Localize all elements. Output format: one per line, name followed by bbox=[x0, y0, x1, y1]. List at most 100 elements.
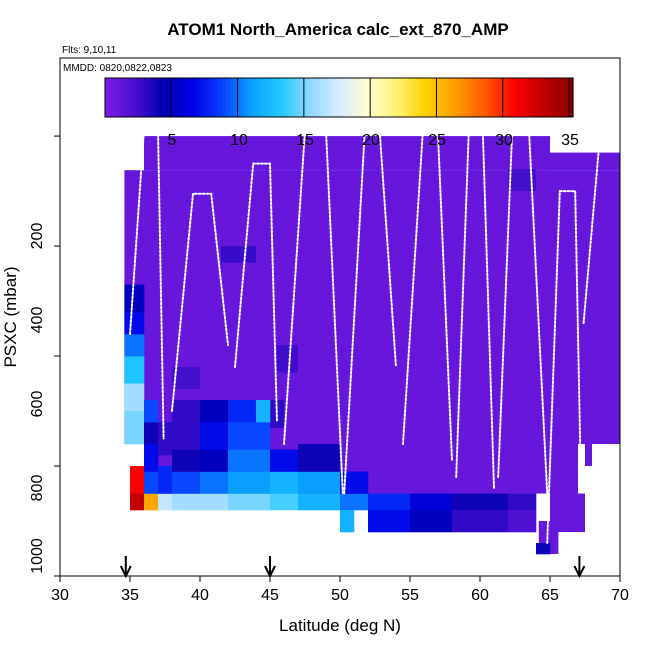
colorbar-segment bbox=[108, 78, 114, 117]
colorbar-segment bbox=[366, 78, 371, 117]
colorbar-segment bbox=[553, 78, 558, 117]
colorbar-segment bbox=[331, 78, 336, 117]
colorbar-segment bbox=[128, 78, 133, 117]
colorbar-segment bbox=[545, 78, 551, 117]
heatmap-cell bbox=[172, 493, 201, 511]
colorbar-segment bbox=[428, 78, 434, 117]
colorbar-segment bbox=[518, 78, 523, 117]
colorbar-tick-label: 35 bbox=[561, 132, 579, 149]
y-tick-marks bbox=[54, 135, 60, 577]
colorbar-segment bbox=[463, 78, 469, 117]
heatmap-cell bbox=[277, 345, 298, 373]
flight-profile-line bbox=[402, 134, 453, 462]
heatmap-cell bbox=[508, 493, 537, 511]
colorbar-segment bbox=[491, 78, 496, 117]
colorbar-segment bbox=[342, 78, 348, 117]
colorbar-segment bbox=[522, 78, 527, 117]
heatmap-cell bbox=[228, 493, 271, 511]
colorbar-segment bbox=[186, 78, 192, 117]
colorbar-segment bbox=[432, 78, 438, 117]
heatmap-cell bbox=[172, 422, 201, 450]
colorbar-tick-label: 25 bbox=[428, 132, 446, 149]
heatmap-cell bbox=[368, 510, 411, 533]
background-cell bbox=[382, 152, 620, 171]
colorbar-segment bbox=[206, 78, 211, 117]
colorbar-tick-label: 5 bbox=[168, 132, 177, 149]
x-tick-label: 50 bbox=[331, 587, 349, 604]
colorbar-segment bbox=[397, 78, 402, 117]
colorbar-segment bbox=[335, 78, 340, 117]
heatmap-cell bbox=[172, 367, 200, 390]
colorbar-segment bbox=[284, 78, 289, 117]
colorbar-segment bbox=[510, 78, 516, 117]
heatmap-cell bbox=[340, 493, 369, 511]
colorbar-segment bbox=[467, 78, 473, 117]
colorbar-tick-lines bbox=[170, 78, 570, 117]
colorbar-segment bbox=[144, 78, 149, 117]
colorbar-segment bbox=[444, 78, 449, 117]
heatmap-cell bbox=[368, 493, 411, 511]
colorbar-segment bbox=[370, 78, 375, 117]
colorbar-gradient bbox=[105, 78, 574, 117]
colorbar-segment bbox=[459, 78, 465, 117]
heatmap-cell bbox=[228, 449, 271, 472]
colorbar-segment bbox=[315, 78, 321, 117]
x-tick-label: 30 bbox=[51, 587, 69, 604]
colorbar-segment bbox=[537, 78, 543, 117]
colorbar-segment bbox=[549, 78, 555, 117]
colorbar-segment bbox=[116, 78, 122, 117]
colorbar-segment bbox=[506, 78, 512, 117]
colorbar-segment bbox=[190, 78, 196, 117]
colorbar-segment bbox=[257, 78, 262, 117]
heatmap-cell bbox=[144, 400, 159, 423]
colorbar-segment bbox=[307, 78, 313, 117]
colorbar-segment bbox=[483, 78, 488, 117]
colorbar-segment bbox=[272, 78, 278, 117]
heatmap-cell bbox=[228, 471, 271, 494]
flight-profile-line bbox=[343, 123, 397, 495]
colorbar-segment bbox=[202, 78, 207, 117]
y-axis: 200 400 600 800 1000 PSXC (mbar) bbox=[1, 135, 60, 577]
colorbar-segment bbox=[471, 78, 477, 117]
heatmap-cell bbox=[298, 471, 341, 494]
colorbar-segment bbox=[440, 78, 445, 117]
colorbar-tick-label: 30 bbox=[495, 132, 513, 149]
colorbar-segment bbox=[385, 78, 391, 117]
colorbar-segment bbox=[534, 78, 539, 117]
colorbar-segment bbox=[120, 78, 126, 117]
colorbar-segment bbox=[452, 78, 457, 117]
colorbar-segment bbox=[358, 78, 363, 117]
heatmap-cell bbox=[144, 444, 159, 472]
heatmap-cell bbox=[124, 383, 145, 412]
colorbar-segment bbox=[124, 78, 129, 117]
colorbar-segment bbox=[225, 78, 231, 117]
heatmap-cell bbox=[270, 471, 299, 494]
x-tick-label: 40 bbox=[191, 587, 209, 604]
colorbar-segment bbox=[140, 78, 145, 117]
colorbar-segment bbox=[420, 78, 426, 117]
colorbar-segment bbox=[530, 78, 535, 117]
flight-profile-line bbox=[455, 129, 495, 489]
heatmap-cell bbox=[536, 543, 551, 555]
heatmap-cells bbox=[124, 136, 621, 555]
colorbar-segment bbox=[179, 78, 184, 117]
colorbar-segment bbox=[557, 78, 562, 117]
flight-profile-line bbox=[283, 129, 344, 495]
colorbar-segment bbox=[198, 78, 204, 117]
colorbar-segment bbox=[479, 78, 484, 117]
flight-profile-line bbox=[497, 129, 549, 495]
colorbar-segment bbox=[319, 78, 324, 117]
colorbar-segment bbox=[264, 78, 270, 117]
colorbar-segment bbox=[159, 78, 165, 117]
colorbar-segment bbox=[569, 78, 574, 117]
colorbar-segment bbox=[311, 78, 317, 117]
colorbar-segment bbox=[495, 78, 500, 117]
heatmap-cell bbox=[158, 466, 173, 494]
heatmap-cell bbox=[410, 510, 453, 533]
heatmap-cell bbox=[172, 471, 201, 494]
heatmap-cell bbox=[144, 493, 159, 511]
colorbar-segment bbox=[339, 78, 344, 117]
flight-profile-line bbox=[546, 190, 582, 544]
colorbar-segment bbox=[498, 78, 504, 117]
